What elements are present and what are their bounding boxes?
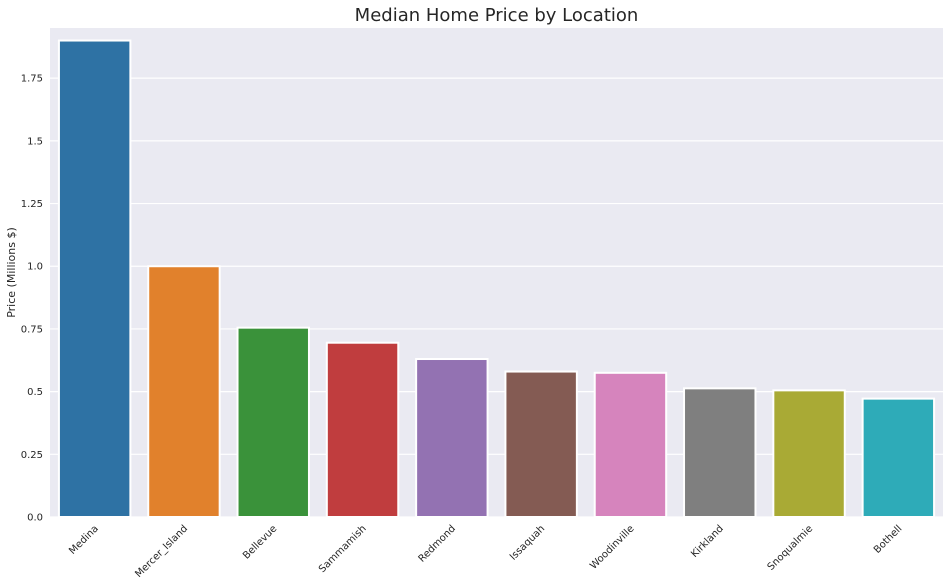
x-tick-label: Snoqualmie bbox=[766, 523, 816, 573]
y-axis-ticks: 0.0 0.25 0.5 0.75 1.0 1.25 1.5 1.75 bbox=[21, 74, 43, 524]
y-tick-label: 1.5 bbox=[27, 136, 43, 147]
bar-sammamish bbox=[325, 341, 400, 519]
bar-redmond bbox=[415, 358, 489, 518]
y-axis-label: Price (Millions $) bbox=[5, 227, 18, 318]
bar-medina bbox=[57, 39, 132, 519]
x-tick-label: Bellevue bbox=[241, 523, 279, 561]
x-tick-label: Kirkland bbox=[689, 523, 726, 560]
y-tick-label: 1.0 bbox=[27, 262, 43, 273]
y-tick-label: 1.75 bbox=[21, 74, 43, 85]
x-tick-label: Bothell bbox=[872, 523, 904, 555]
bar-woodinville bbox=[593, 371, 668, 518]
x-tick-label: Redmond bbox=[417, 523, 458, 564]
bar-bellevue bbox=[236, 326, 310, 518]
y-tick-label: 0.5 bbox=[27, 387, 43, 398]
x-tick-label: Medina bbox=[67, 523, 100, 556]
bar-snoqualmie bbox=[772, 389, 846, 518]
bar-issaquah bbox=[504, 370, 578, 518]
x-tick-label: Mercer_Island bbox=[133, 523, 190, 580]
chart-title: Median Home Price by Location bbox=[355, 5, 639, 26]
x-tick-label: Woodinville bbox=[588, 523, 636, 571]
y-tick-label: 0.0 bbox=[27, 513, 43, 524]
x-axis-ticks: Medina Mercer_Island Bellevue Sammamish Redm… bbox=[67, 523, 904, 580]
bar-bothell bbox=[861, 397, 936, 519]
x-tick-label: Sammamish bbox=[317, 523, 369, 575]
x-tick-label: Issaquah bbox=[508, 523, 547, 562]
bar-kirkland bbox=[683, 387, 757, 518]
bar-mercer-island bbox=[147, 265, 221, 518]
y-tick-label: 0.25 bbox=[21, 450, 43, 461]
y-tick-label: 0.75 bbox=[21, 324, 43, 335]
y-tick-label: 1.25 bbox=[21, 199, 43, 210]
bars bbox=[57, 39, 936, 519]
